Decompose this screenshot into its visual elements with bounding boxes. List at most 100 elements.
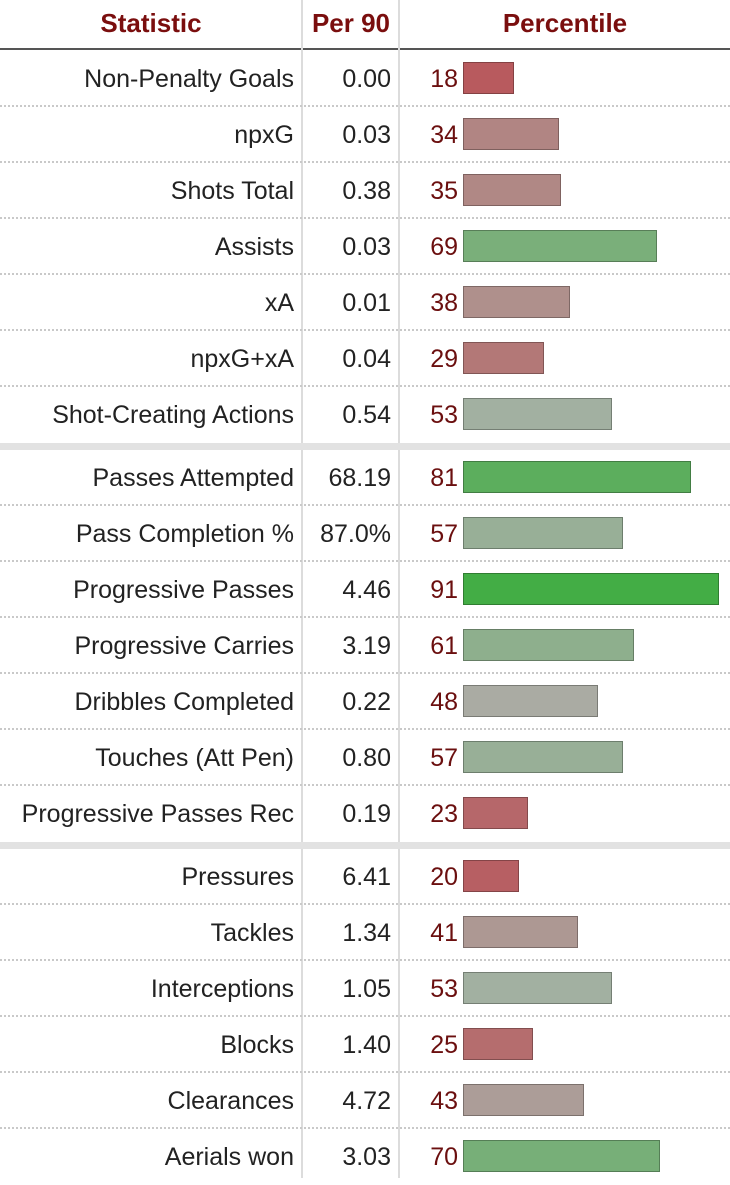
percentile-value: 48 — [430, 688, 458, 716]
per-90-value: 0.38 — [342, 177, 391, 205]
statistic-label: Shots Total — [170, 177, 294, 205]
table-row: Aerials won 3.03 70 — [0, 1129, 730, 1185]
table-row: npxG 0.03 34 — [0, 107, 730, 163]
column-divider-2 — [398, 0, 400, 1178]
row-divider — [0, 217, 730, 219]
percentile-bar — [463, 1140, 660, 1172]
table-row: Pressures 6.41 20 — [0, 849, 730, 905]
per-90-value: 87.0% — [320, 520, 391, 548]
percentile-bar — [463, 797, 528, 829]
table-header: Statistic Per 90 Percentile — [0, 0, 730, 50]
percentile-bar — [463, 860, 519, 892]
table-row: Pass Completion % 87.0% 57 — [0, 506, 730, 562]
table-row: Tackles 1.34 41 — [0, 905, 730, 961]
percentile-value: 57 — [430, 520, 458, 548]
per-90-value: 0.54 — [342, 401, 391, 429]
table-row: Passes Attempted 68.19 81 — [0, 450, 730, 506]
percentile-bar — [463, 629, 634, 661]
per-90-value: 0.03 — [342, 233, 391, 261]
per-90-value: 3.03 — [342, 1143, 391, 1171]
percentile-bar — [463, 1028, 533, 1060]
per-90-value: 3.19 — [342, 632, 391, 660]
percentile-bar — [463, 398, 612, 430]
row-divider — [0, 959, 730, 961]
per-90-value: 4.72 — [342, 1087, 391, 1115]
row-divider — [0, 616, 730, 618]
per-90-value: 1.05 — [342, 975, 391, 1003]
per-90-value: 0.01 — [342, 289, 391, 317]
percentile-bar — [463, 916, 578, 948]
statistic-label: npxG+xA — [190, 345, 294, 373]
row-divider — [0, 329, 730, 331]
column-divider-1 — [301, 0, 303, 1178]
header-per-90: Per 90 — [311, 8, 391, 38]
percentile-bar — [463, 517, 623, 549]
row-divider — [0, 105, 730, 107]
table-row: Clearances 4.72 43 — [0, 1073, 730, 1129]
row-divider — [0, 1127, 730, 1129]
statistic-label: Shot-Creating Actions — [52, 401, 294, 429]
row-divider — [0, 1015, 730, 1017]
percentile-bar — [463, 972, 612, 1004]
statistic-label: Pass Completion % — [75, 520, 294, 548]
header-percentile: Percentile — [502, 8, 628, 38]
statistic-label: Clearances — [167, 1087, 294, 1115]
table-row: npxG+xA 0.04 29 — [0, 331, 730, 387]
statistic-label: Dribbles Completed — [74, 688, 294, 716]
percentile-bar — [463, 118, 559, 150]
percentile-bar — [463, 1084, 584, 1116]
statistic-label: npxG — [234, 121, 294, 149]
statistic-label: Blocks — [220, 1031, 294, 1059]
row-divider — [0, 560, 730, 562]
percentile-bar — [463, 174, 561, 206]
table-row: Progressive Passes Rec 0.19 23 — [0, 786, 730, 842]
percentile-value: 35 — [430, 177, 458, 205]
percentile-value: 61 — [430, 632, 458, 660]
row-divider — [0, 161, 730, 163]
percentile-value: 18 — [430, 65, 458, 93]
percentile-value: 69 — [430, 233, 458, 261]
percentile-bar — [463, 286, 570, 318]
statistic-label: Pressures — [181, 863, 294, 891]
statistic-label: Non-Penalty Goals — [84, 65, 294, 93]
group-separator — [0, 842, 730, 849]
row-divider — [0, 504, 730, 506]
percentile-bar — [463, 342, 544, 374]
percentile-bar — [463, 461, 691, 493]
percentile-value: 20 — [430, 863, 458, 891]
row-divider — [0, 1071, 730, 1073]
percentile-bar — [463, 741, 623, 773]
statistic-label: Progressive Passes Rec — [21, 800, 294, 828]
per-90-value: 4.46 — [342, 576, 391, 604]
statistic-label: Progressive Passes — [73, 576, 294, 604]
statistic-label: Touches (Att Pen) — [95, 744, 294, 772]
statistic-label: xA — [264, 289, 294, 317]
percentile-value: 91 — [430, 576, 458, 604]
row-divider — [0, 903, 730, 905]
table-row: Non-Penalty Goals 0.00 18 — [0, 51, 730, 107]
row-divider — [0, 728, 730, 730]
per-90-value: 6.41 — [342, 863, 391, 891]
row-divider — [0, 273, 730, 275]
table-row: xA 0.01 38 — [0, 275, 730, 331]
statistic-label: Progressive Carries — [74, 632, 294, 660]
percentile-value: 57 — [430, 744, 458, 772]
per-90-value: 0.80 — [342, 744, 391, 772]
per-90-value: 1.40 — [342, 1031, 391, 1059]
percentile-bar — [463, 62, 514, 94]
table-row: Shots Total 0.38 35 — [0, 163, 730, 219]
per-90-value: 68.19 — [328, 464, 391, 492]
statistic-label: Aerials won — [164, 1143, 294, 1171]
percentile-value: 81 — [430, 464, 458, 492]
per-90-value: 0.04 — [342, 345, 391, 373]
percentile-bar — [463, 573, 719, 605]
percentile-bar — [463, 230, 657, 262]
row-divider — [0, 385, 730, 387]
percentile-value: 41 — [430, 919, 458, 947]
statistic-label: Tackles — [210, 919, 294, 947]
percentile-bar — [463, 685, 598, 717]
table-row: Assists 0.03 69 — [0, 219, 730, 275]
row-divider — [0, 672, 730, 674]
percentile-value: 70 — [430, 1143, 458, 1171]
